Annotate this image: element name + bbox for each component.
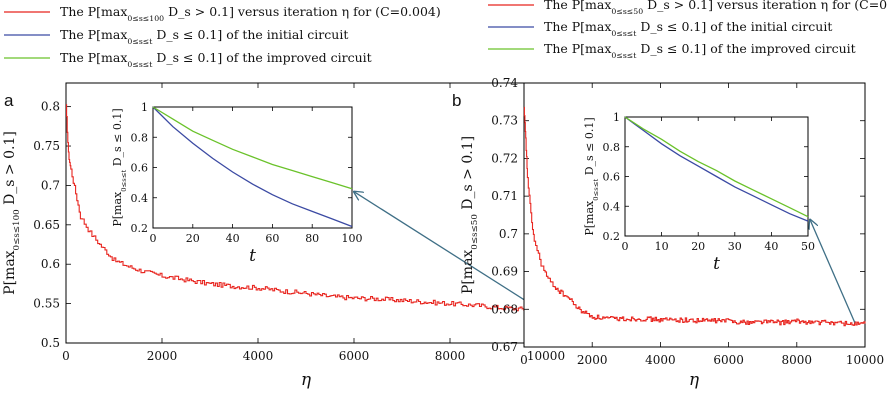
series-line-red: [523, 106, 866, 327]
inset-ytick-label: 1: [613, 111, 620, 124]
inset-x-axis-label: t: [249, 246, 256, 266]
y-axis-label: P[max0≤s≤50 D_s > 0.1]: [460, 136, 480, 294]
inset-xtick-label: 40: [226, 232, 240, 245]
inset-ytick-label: 0.4: [131, 192, 149, 205]
main-ytick-label: 0.8: [41, 100, 60, 114]
main-xtick-label: 2000: [577, 353, 608, 367]
inset-ytick-label: 0.4: [603, 200, 621, 213]
main-ytick-label: 0.55: [33, 297, 60, 311]
main-ytick-label: 0.65: [33, 218, 60, 232]
main-ytick-label: 0.6: [41, 257, 60, 271]
main-ytick-label: 0.71: [491, 189, 518, 203]
inset-ytick-label: 0.6: [603, 171, 621, 184]
inset-xtick-label: 100: [342, 232, 363, 245]
main-ytick-label: 0.75: [33, 139, 60, 153]
inset-xtick-label: 20: [691, 240, 705, 253]
inset-series-line-green: [624, 116, 809, 218]
inset-x-axis-label: t: [713, 254, 720, 274]
legend-entry-green: The P[max0≤s≤t D_s ≤ 0.1] of the improve…: [60, 50, 372, 69]
main-xtick-label: 10000: [527, 349, 565, 363]
x-axis-label: η: [689, 370, 700, 390]
inset-series-line-blue: [152, 106, 353, 228]
legend-entry-red: The P[max0≤s≤100 D_s > 0.1] versus itera…: [60, 4, 441, 23]
legend-entry-red: The P[max0≤s≤50 D_s > 0.1] versus iterat…: [544, 0, 887, 16]
main-ytick-label: 0.72: [491, 151, 518, 165]
inset-ytick-label: 0.6: [131, 162, 149, 175]
inset-ytick-label: 0.2: [131, 222, 149, 235]
legend-entry-blue: The P[max0≤s≤t D_s ≤ 0.1] of the initial…: [60, 27, 348, 46]
main-xtick-label: 6000: [713, 353, 744, 367]
inset-ytick-label: 0.8: [131, 131, 149, 144]
main-xtick-label: 0: [62, 349, 70, 363]
panel-letter: b: [452, 91, 461, 110]
inset-series-line-blue: [624, 116, 809, 222]
legend-entry-green: The P[max0≤s≤t D_s ≤ 0.1] of the improve…: [544, 41, 856, 60]
inset-ytick-label: 0.2: [603, 230, 621, 243]
inset-xtick-label: 10: [655, 240, 669, 253]
main-xtick-label: 10000: [846, 353, 884, 367]
inset-xtick-label: 60: [265, 232, 279, 245]
main-ytick-label: 0.7: [499, 227, 518, 241]
main-xtick-label: 4000: [243, 349, 274, 363]
inset-xtick-label: 0: [150, 232, 157, 245]
inset-y-axis-label: P[max0≤s≤t D_s ≤ 0.1]: [583, 117, 600, 235]
zoom-arrow: [810, 220, 856, 323]
main-ytick-label: 0.67: [491, 340, 518, 354]
inset-ytick-label: 0.8: [603, 141, 621, 154]
inset-xtick-label: 20: [186, 232, 200, 245]
inset-xtick-label: 30: [728, 240, 742, 253]
main-ytick-label: 0.7: [41, 178, 60, 192]
main-xtick-label: 0: [520, 353, 528, 367]
main-xtick-label: 6000: [339, 349, 370, 363]
inset-xtick-label: 40: [764, 240, 778, 253]
main-xtick-label: 4000: [645, 353, 676, 367]
main-ytick-label: 0.73: [491, 114, 518, 128]
zoom-arrow: [354, 192, 537, 309]
panel-letter: a: [4, 91, 14, 110]
main-xtick-label: 8000: [782, 353, 813, 367]
main-ytick-label: 0.5: [41, 336, 60, 350]
inset-xtick-label: 80: [305, 232, 319, 245]
panel-b: The P[max0≤s≤50 D_s > 0.1] versus iterat…: [452, 0, 887, 390]
legend-entry-blue: The P[max0≤s≤t D_s ≤ 0.1] of the initial…: [544, 19, 832, 38]
y-axis-label: P[max0≤s≤100 D_s > 0.1]: [2, 131, 22, 295]
series-line-red: [66, 104, 547, 312]
inset-xtick-label: 0: [622, 240, 629, 253]
panel-a: The P[max0≤s≤100 D_s > 0.1] versus itera…: [2, 4, 565, 390]
x-axis-label: η: [301, 370, 312, 390]
main-xtick-label: 2000: [147, 349, 178, 363]
main-ytick-label: 0.69: [491, 265, 518, 279]
inset-ytick-label: 1: [141, 101, 148, 114]
inset-xtick-label: 50: [801, 240, 815, 253]
inset-series-line-green: [152, 106, 353, 190]
inset-y-axis-label: P[max0≤s≤t D_s ≤ 0.1]: [111, 108, 128, 226]
main-ytick-label: 0.68: [491, 302, 518, 316]
main-xtick-label: 8000: [435, 349, 466, 363]
main-ytick-label: 0.74: [491, 76, 518, 90]
